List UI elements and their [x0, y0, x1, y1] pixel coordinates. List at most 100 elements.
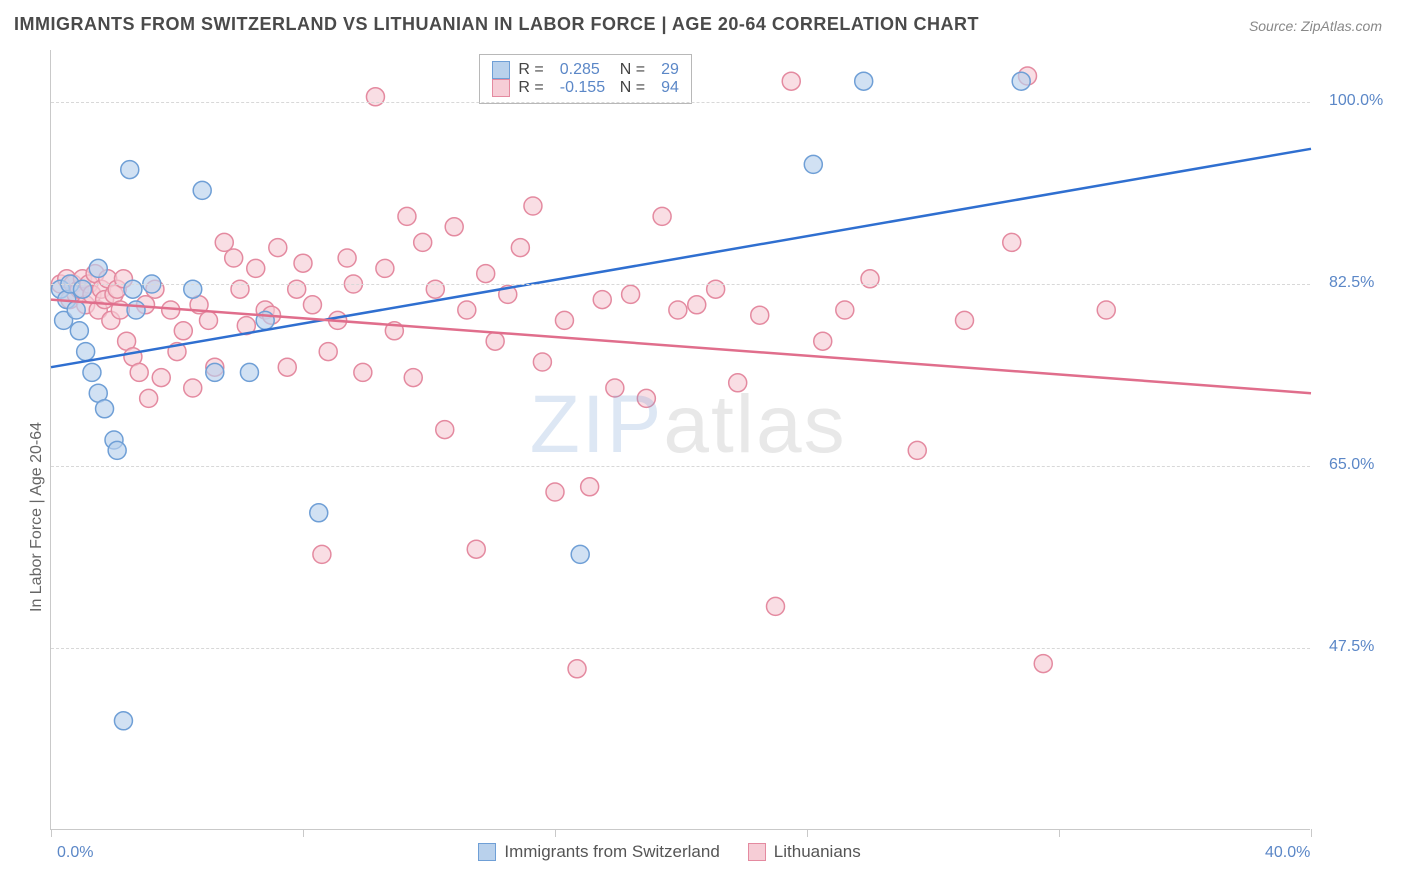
scatter-point-lith	[729, 374, 747, 392]
scatter-point-lith	[215, 233, 233, 251]
scatter-point-lith	[477, 265, 495, 283]
y-tick-label: 100.0%	[1329, 92, 1383, 110]
scatter-point-lith	[568, 660, 586, 678]
x-tick	[1059, 829, 1060, 837]
scatter-point-swiss	[1012, 72, 1030, 90]
scatter-point-lith	[278, 358, 296, 376]
scatter-point-swiss	[127, 301, 145, 319]
scatter-point-lith	[533, 353, 551, 371]
swatch-icon	[492, 61, 510, 79]
scatter-point-lith	[1034, 655, 1052, 673]
scatter-point-lith	[288, 280, 306, 298]
scatter-point-lith	[247, 259, 265, 277]
scatter-point-lith	[622, 285, 640, 303]
swatch-icon	[478, 843, 496, 861]
legend-label: Lithuanians	[774, 842, 861, 862]
scatter-point-lith	[593, 291, 611, 309]
gridline	[51, 284, 1310, 285]
scatter-point-lith	[767, 597, 785, 615]
legend-item-lith: Lithuanians	[748, 842, 861, 862]
scatter-point-lith	[555, 311, 573, 329]
scatter-point-lith	[524, 197, 542, 215]
scatter-point-lith	[426, 280, 444, 298]
scatter-point-swiss	[193, 181, 211, 199]
scatter-point-lith	[707, 280, 725, 298]
y-tick-label: 65.0%	[1329, 456, 1374, 474]
x-tick	[1311, 829, 1312, 837]
scatter-point-lith	[1097, 301, 1115, 319]
n-label: N =	[620, 79, 647, 97]
scatter-point-swiss	[77, 343, 95, 361]
swatch-icon	[492, 79, 510, 97]
scatter-point-lith	[313, 545, 331, 563]
legend-label: Immigrants from Switzerland	[504, 842, 719, 862]
scatter-point-swiss	[240, 363, 258, 381]
scatter-point-lith	[436, 421, 454, 439]
scatter-point-swiss	[121, 161, 139, 179]
scatter-point-lith	[231, 280, 249, 298]
scatter-point-swiss	[124, 280, 142, 298]
scatter-point-lith	[511, 239, 529, 257]
scatter-point-lith	[200, 311, 218, 329]
y-tick-label: 82.5%	[1329, 274, 1374, 292]
scatter-point-swiss	[67, 301, 85, 319]
n-value: 29	[655, 61, 679, 79]
scatter-point-swiss	[108, 441, 126, 459]
scatter-point-lith	[184, 379, 202, 397]
n-label: N =	[620, 61, 647, 79]
n-value: 94	[655, 79, 679, 97]
scatter-point-lith	[1003, 233, 1021, 251]
x-tick	[51, 829, 52, 837]
scatter-point-swiss	[206, 363, 224, 381]
x-tick	[555, 829, 556, 837]
scatter-point-swiss	[74, 280, 92, 298]
scatter-point-swiss	[89, 259, 107, 277]
scatter-point-lith	[140, 389, 158, 407]
source-label: Source: ZipAtlas.com	[1249, 18, 1382, 34]
x-tick	[807, 829, 808, 837]
scatter-point-lith	[581, 478, 599, 496]
y-tick-label: 47.5%	[1329, 638, 1374, 656]
scatter-point-lith	[908, 441, 926, 459]
scatter-point-swiss	[855, 72, 873, 90]
scatter-point-lith	[814, 332, 832, 350]
scatter-point-lith	[303, 296, 321, 314]
correlation-legend: R =0.285N =29R =-0.155N =94	[479, 54, 691, 104]
x-tick-label: 40.0%	[1265, 844, 1310, 862]
x-tick	[303, 829, 304, 837]
scatter-point-lith	[782, 72, 800, 90]
legend-item-swiss: Immigrants from Switzerland	[478, 842, 719, 862]
scatter-point-lith	[751, 306, 769, 324]
scatter-point-swiss	[310, 504, 328, 522]
scatter-point-lith	[130, 363, 148, 381]
r-label: R =	[518, 79, 545, 97]
scatter-point-lith	[486, 332, 504, 350]
scatter-point-lith	[338, 249, 356, 267]
scatter-point-lith	[366, 88, 384, 106]
scatter-point-lith	[269, 239, 287, 257]
scatter-point-lith	[836, 301, 854, 319]
scatter-point-lith	[637, 389, 655, 407]
scatter-point-lith	[688, 296, 706, 314]
legend-row: R =-0.155N =94	[492, 79, 678, 97]
scatter-point-lith	[546, 483, 564, 501]
scatter-point-lith	[152, 369, 170, 387]
swatch-icon	[748, 843, 766, 861]
r-label: R =	[518, 61, 545, 79]
gridline	[51, 102, 1310, 103]
scatter-point-lith	[445, 218, 463, 236]
scatter-point-swiss	[96, 400, 114, 418]
scatter-point-lith	[414, 233, 432, 251]
chart-svg	[51, 50, 1311, 830]
scatter-point-lith	[606, 379, 624, 397]
chart-title: IMMIGRANTS FROM SWITZERLAND VS LITHUANIA…	[14, 14, 979, 35]
r-value: 0.285	[554, 61, 612, 79]
gridline	[51, 466, 1310, 467]
scatter-point-swiss	[571, 545, 589, 563]
scatter-point-lith	[653, 207, 671, 225]
scatter-point-lith	[294, 254, 312, 272]
scatter-point-lith	[174, 322, 192, 340]
scatter-point-swiss	[83, 363, 101, 381]
scatter-point-lith	[861, 270, 879, 288]
legend-row: R = 0.285 N = 29	[492, 61, 678, 79]
